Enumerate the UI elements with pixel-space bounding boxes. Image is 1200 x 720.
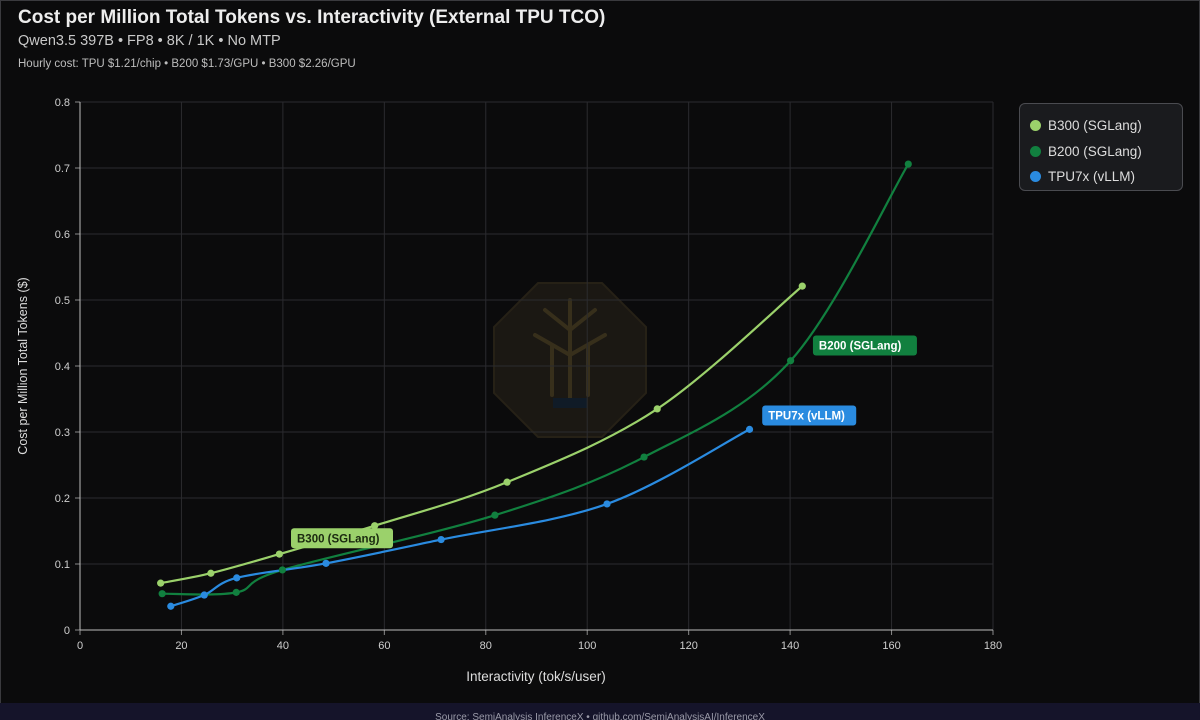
series-line-b200 <box>162 163 910 596</box>
legend-label-b200: B200 (SGLang) <box>1048 143 1142 159</box>
y-tick-label: 0.2 <box>55 493 70 505</box>
callout-label: TPU7x (vLLM) <box>768 411 845 423</box>
x-tick-label: 140 <box>781 640 799 652</box>
x-tick-label: 20 <box>175 640 187 652</box>
series-callout-b200: B200 (SGLang) <box>812 335 917 356</box>
data-point-b200 <box>787 357 795 365</box>
y-tick-label: 0.1 <box>55 559 70 571</box>
x-axis-label: Interactivity (tok/s/user) <box>466 669 606 684</box>
chart-legend: B300 (SGLang) B200 (SGLang) TPU7x (vLLM) <box>1019 103 1183 191</box>
callout-background <box>291 528 394 549</box>
callout-label: B200 (SGLang) <box>819 341 902 353</box>
data-point-b200 <box>904 160 912 168</box>
callout-background <box>812 335 917 356</box>
legend-item-b300[interactable]: B300 (SGLang) <box>1030 113 1182 139</box>
data-point-b200 <box>158 590 166 598</box>
y-axis-label: Cost per Million Total Tokens ($) <box>16 277 30 454</box>
legend-marker-b300 <box>1030 120 1041 132</box>
y-tick-label: 0.6 <box>55 229 70 241</box>
series-line-b300 <box>160 285 803 585</box>
semianalysis-logo-watermark <box>493 282 647 438</box>
legend-marker-tpu7x <box>1030 171 1041 183</box>
hourly-cost-note: Hourly cost: TPU $1.21/chip • B200 $1.73… <box>18 58 356 70</box>
x-tick-label: 80 <box>480 640 492 652</box>
y-tick-label: 0.8 <box>55 97 70 109</box>
x-tick-label: 120 <box>679 640 697 652</box>
data-point-b300 <box>371 522 379 530</box>
data-point-b200 <box>640 453 648 461</box>
legend-item-b200[interactable]: B200 (SGLang) <box>1030 139 1182 165</box>
legend-label-b300: B300 (SGLang) <box>1048 118 1142 134</box>
data-point-b300 <box>653 405 661 413</box>
callout-label: B300 (SGLang) <box>297 533 380 545</box>
data-point-b200 <box>278 566 286 574</box>
chart-subtitle: Qwen3.5 397B • FP8 • 8K / 1K • No MTP <box>18 33 281 49</box>
x-tick-label: 160 <box>882 640 900 652</box>
data-point-b300 <box>275 550 283 558</box>
data-point-b200 <box>491 511 499 519</box>
x-tick-label: 40 <box>277 640 289 652</box>
data-point-b200 <box>232 588 240 596</box>
data-point-tpu7x <box>167 602 175 610</box>
chart-title: Cost per Million Total Tokens vs. Intera… <box>18 7 606 28</box>
callout-background <box>762 405 857 426</box>
y-tick-label: 0.3 <box>55 427 70 439</box>
legend-label-tpu7x: TPU7x (vLLM) <box>1048 169 1136 185</box>
y-tick-label: 0 <box>64 625 70 637</box>
data-point-b300 <box>157 579 165 587</box>
source-credit: Source: SemiAnalysis InferenceX • github… <box>435 712 765 720</box>
series-callout-b300: B300 (SGLang) <box>291 528 394 549</box>
data-point-tpu7x <box>745 425 754 433</box>
legend-marker-b200 <box>1030 145 1041 157</box>
data-point-tpu7x <box>437 535 445 544</box>
data-point-tpu7x <box>322 559 330 567</box>
x-tick-label: 180 <box>984 640 1002 652</box>
x-tick-label: 0 <box>77 640 83 652</box>
footer-bar: Source: SemiAnalysis InferenceX • github… <box>0 703 1200 720</box>
data-point-tpu7x <box>603 500 611 508</box>
x-tick-label: 60 <box>378 640 390 652</box>
x-tick-label: 100 <box>578 640 596 652</box>
y-tick-label: 0.5 <box>55 295 70 307</box>
legend-item-tpu7x[interactable]: TPU7x (vLLM) <box>1030 164 1182 190</box>
data-point-tpu7x <box>233 574 241 582</box>
data-point-b300 <box>207 569 215 577</box>
series-line-tpu7x <box>170 428 751 608</box>
y-tick-label: 0.4 <box>55 361 70 373</box>
data-point-b300 <box>503 478 511 486</box>
data-point-b300 <box>798 282 806 290</box>
y-tick-label: 0.7 <box>55 163 70 175</box>
data-point-tpu7x <box>200 591 208 599</box>
series-callout-tpu7x: TPU7x (vLLM) <box>762 405 857 426</box>
